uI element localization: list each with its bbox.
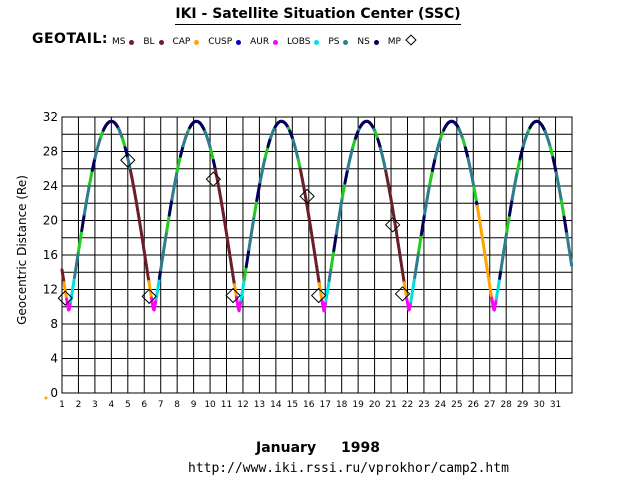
y-tick-label: 0: [50, 386, 58, 400]
source-url: http://www.iki.rssi.ru/vprokhor/camp2.ht…: [188, 461, 509, 476]
month-label: January: [256, 440, 317, 456]
x-tick-label: 8: [174, 400, 180, 410]
satellite-label: GEOTAIL:: [32, 31, 108, 47]
mp-crossing-marker: [310, 287, 327, 304]
x-tick-label: 15: [287, 400, 298, 410]
x-tick-label: 21: [385, 400, 396, 410]
x-tick-label: 30: [533, 400, 545, 410]
legend-item-mp: MP: [388, 34, 417, 47]
legend-item-ps: PS: [328, 37, 349, 47]
x-tick-label: 16: [303, 400, 315, 410]
legend-item-ns: NS: [357, 37, 379, 47]
x-tick-label: 1: [59, 400, 65, 410]
mp-crossing-marker: [205, 171, 222, 187]
y-tick-label: 4: [50, 352, 58, 366]
legend-marker-cap: [194, 40, 200, 45]
mp-crossing-marker: [299, 188, 315, 205]
legend-marker-aur: [273, 40, 279, 45]
origin-dot: [44, 396, 48, 400]
y-tick-label: 32: [43, 110, 58, 124]
x-tick-label: 7: [158, 400, 164, 410]
x-tick-label: 12: [237, 400, 248, 410]
legend-marker-ps: [343, 40, 349, 45]
mp-crossing-marker: [120, 152, 136, 168]
chart-title: IKI - Satellite Situation Center (SSC): [0, 6, 636, 25]
mp-crossing-marker: [57, 290, 73, 306]
orbit-curve: [60, 119, 574, 313]
x-tick-label: 24: [435, 400, 447, 410]
legend-marker-ms: [129, 40, 135, 45]
y-tick-label: 28: [43, 145, 58, 159]
legend-item-lobs: LOBS: [287, 37, 320, 47]
x-tick-label: 2: [76, 400, 82, 410]
legend-item-cusp: CUSP: [208, 37, 242, 47]
mp-crossing-marker: [384, 217, 401, 233]
x-tick-label: 27: [484, 400, 495, 410]
x-tick-label: 9: [191, 400, 197, 410]
legend-item-cap: CAP: [172, 37, 200, 47]
x-tick-label: 3: [92, 400, 98, 410]
legend-marker-ns: [373, 40, 379, 45]
y-tick-label: 20: [43, 214, 58, 228]
x-tick-label: 11: [221, 400, 232, 410]
legend-item-aur: AUR: [250, 37, 279, 47]
x-tick-label: 4: [108, 400, 114, 410]
x-tick-label: 5: [125, 400, 131, 410]
x-tick-label: 6: [141, 400, 147, 410]
y-tick-label: 12: [43, 283, 58, 297]
mp-crossing-marker: [394, 286, 411, 302]
legend-marker-bl: [158, 40, 164, 45]
plot-frame: [61, 116, 573, 394]
grid: [61, 116, 573, 394]
x-tick-label: 18: [336, 400, 348, 410]
x-tick-label: 14: [270, 400, 282, 410]
x-tick-label: 23: [418, 400, 429, 410]
year-label: 1998: [341, 440, 380, 456]
x-tick-label: 28: [500, 400, 512, 410]
legend: MS BL CAP CUSP AUR LOBS PS NS MP: [112, 34, 421, 47]
legend-marker-cusp: [236, 40, 242, 45]
x-tick-label: 29: [517, 400, 529, 410]
x-tick-label: 19: [352, 400, 364, 410]
y-tick-labels: 0 4 8 12 16 20 24 28 32: [43, 110, 58, 400]
x-tick-label: 26: [468, 400, 480, 410]
legend-marker-lobs: [314, 40, 320, 45]
x-tick-label: 10: [204, 400, 216, 410]
x-tick-label: 31: [550, 400, 561, 410]
y-tick-label: 16: [43, 248, 58, 262]
x-tick-label: 13: [254, 400, 265, 410]
y-axis-label: Geocentric Distance (Re): [15, 175, 29, 325]
x-tick-label: 20: [369, 400, 381, 410]
legend-item-ms: MS: [112, 37, 135, 47]
x-tick-label: 25: [451, 400, 462, 410]
mp-crossing-marker: [141, 288, 157, 305]
x-tick-label: 22: [402, 400, 413, 410]
mp-crossing-marker: [225, 287, 241, 304]
x-tick-label: 17: [319, 400, 330, 410]
legend-item-bl: BL: [143, 37, 164, 47]
y-tick-label: 8: [50, 317, 58, 331]
x-tick-labels: 1 2 3 4 5 6 7 8 9 10 11 12 13 14 15 16 17 18 19 20 21 22 23 24 2…: [59, 400, 561, 410]
magnetopause-markers: [44, 152, 411, 400]
y-tick-label: 24: [43, 179, 58, 193]
